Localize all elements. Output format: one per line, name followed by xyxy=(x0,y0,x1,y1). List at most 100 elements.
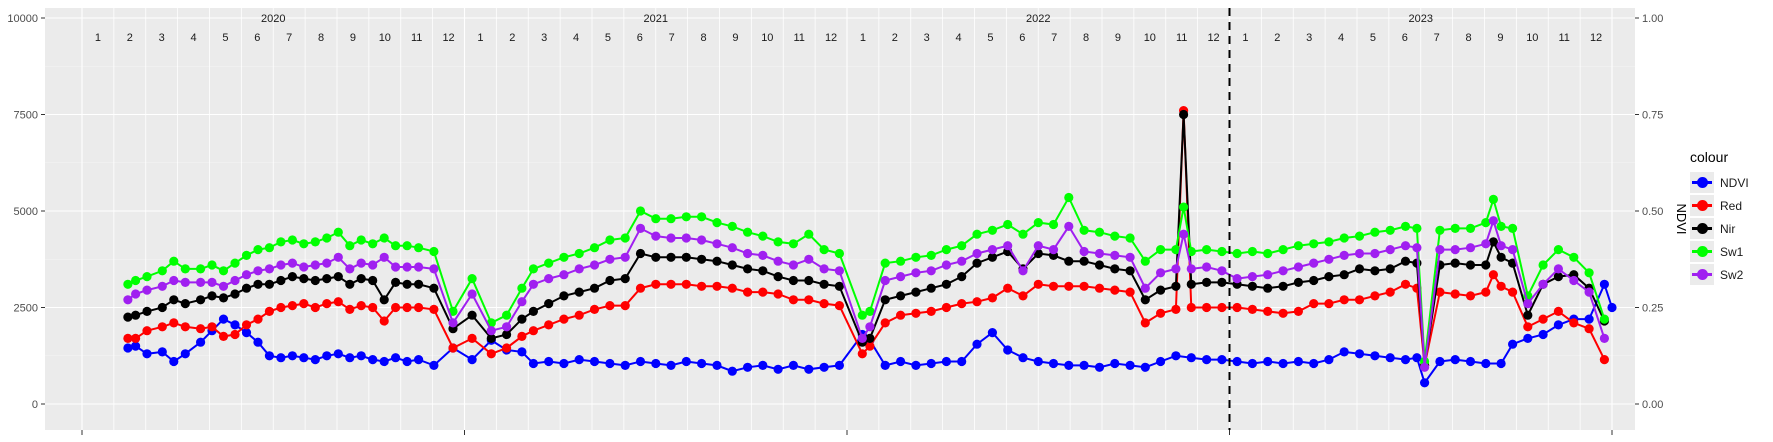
point-red xyxy=(486,349,496,359)
point-nir xyxy=(544,299,554,309)
point-sw2 xyxy=(1569,275,1579,286)
point-red xyxy=(368,302,378,313)
point-sw1 xyxy=(544,258,554,268)
point-ndvi xyxy=(1110,358,1120,369)
point-sw1 xyxy=(788,239,799,249)
point-nir xyxy=(230,289,240,299)
point-ndvi xyxy=(1354,349,1365,359)
point-red xyxy=(857,349,867,359)
point-sw2 xyxy=(1140,283,1150,293)
point-red xyxy=(666,279,676,289)
point-red xyxy=(941,302,952,313)
point-sw1 xyxy=(880,258,890,268)
point-sw2 xyxy=(1553,264,1563,274)
month-label: 2 xyxy=(892,32,898,44)
point-sw1 xyxy=(1186,246,1196,257)
point-ndvi xyxy=(1599,279,1609,289)
point-sw2 xyxy=(544,274,554,284)
point-sw1 xyxy=(941,245,952,255)
point-red xyxy=(758,287,768,297)
point-ndvi xyxy=(299,353,309,363)
point-nir xyxy=(911,287,921,297)
point-red xyxy=(299,299,309,309)
point-sw1 xyxy=(1435,225,1445,235)
point-ndvi xyxy=(1293,356,1303,367)
point-sw2 xyxy=(941,260,952,270)
point-red xyxy=(1450,289,1460,299)
point-red xyxy=(620,301,630,311)
legend-label: NDVI xyxy=(1720,175,1749,190)
point-sw2 xyxy=(681,233,691,243)
point-ndvi xyxy=(1553,320,1563,330)
point-red xyxy=(1569,318,1579,328)
point-sw1 xyxy=(218,266,229,276)
y2-tick-label: 0.50 xyxy=(1642,206,1663,218)
point-sw2 xyxy=(605,254,615,264)
point-nir xyxy=(123,312,133,322)
point-ndvi xyxy=(819,362,829,372)
point-nir xyxy=(333,272,343,282)
point-sw1 xyxy=(1553,245,1563,255)
point-red xyxy=(1599,355,1609,365)
point-sw2 xyxy=(880,275,890,286)
point-red xyxy=(1202,302,1212,313)
point-sw2 xyxy=(1400,241,1411,251)
point-sw2 xyxy=(712,239,722,249)
point-red xyxy=(911,308,921,318)
month-label: 9 xyxy=(732,32,738,44)
legend-point xyxy=(1697,246,1708,257)
point-red xyxy=(218,331,229,341)
point-ndvi xyxy=(517,347,527,357)
point-nir xyxy=(180,299,190,309)
point-red xyxy=(528,326,539,336)
point-sw2 xyxy=(1094,248,1105,259)
point-red xyxy=(804,295,814,305)
legend-label: Sw1 xyxy=(1720,244,1744,259)
year-label: 2022 xyxy=(1026,13,1050,25)
point-sw2 xyxy=(1125,252,1135,262)
point-nir xyxy=(528,306,539,316)
point-nir xyxy=(1553,272,1563,282)
point-sw1 xyxy=(230,258,240,268)
point-sw1 xyxy=(1324,237,1334,247)
month-label: 8 xyxy=(701,32,707,44)
point-sw2 xyxy=(697,235,707,245)
point-red xyxy=(926,306,936,316)
point-sw2 xyxy=(727,243,737,253)
point-nir xyxy=(467,310,477,320)
point-sw2 xyxy=(1385,245,1395,255)
point-nir xyxy=(169,295,179,305)
point-sw2 xyxy=(310,260,320,270)
point-sw2 xyxy=(276,260,286,270)
point-sw2 xyxy=(448,318,458,328)
legend-point xyxy=(1697,200,1708,211)
point-sw2 xyxy=(1003,241,1013,251)
point-sw2 xyxy=(1156,268,1166,278)
point-sw2 xyxy=(207,277,217,287)
point-sw1 xyxy=(131,275,141,286)
point-sw2 xyxy=(834,266,845,276)
point-red xyxy=(253,314,263,324)
point-red xyxy=(1584,324,1594,334)
point-red xyxy=(180,322,190,332)
point-ndvi xyxy=(957,356,967,367)
point-ndvi xyxy=(712,360,722,370)
point-ndvi xyxy=(1064,360,1074,370)
point-ndvi xyxy=(1278,358,1288,369)
point-sw2 xyxy=(123,295,133,305)
point-sw2 xyxy=(356,258,366,268)
point-nir xyxy=(1125,266,1135,276)
legend-point xyxy=(1697,177,1708,188)
point-ndvi xyxy=(651,358,661,369)
point-sw2 xyxy=(486,326,496,336)
point-nir xyxy=(1064,256,1074,266)
point-ndvi xyxy=(1400,355,1411,365)
point-sw1 xyxy=(196,264,206,274)
point-nir xyxy=(276,275,286,286)
point-red xyxy=(712,281,722,291)
month-label: 9 xyxy=(1115,32,1121,44)
month-label: 10 xyxy=(379,32,391,44)
year-label: 2020 xyxy=(261,13,285,25)
point-red xyxy=(142,326,152,336)
point-ndvi xyxy=(391,353,401,363)
